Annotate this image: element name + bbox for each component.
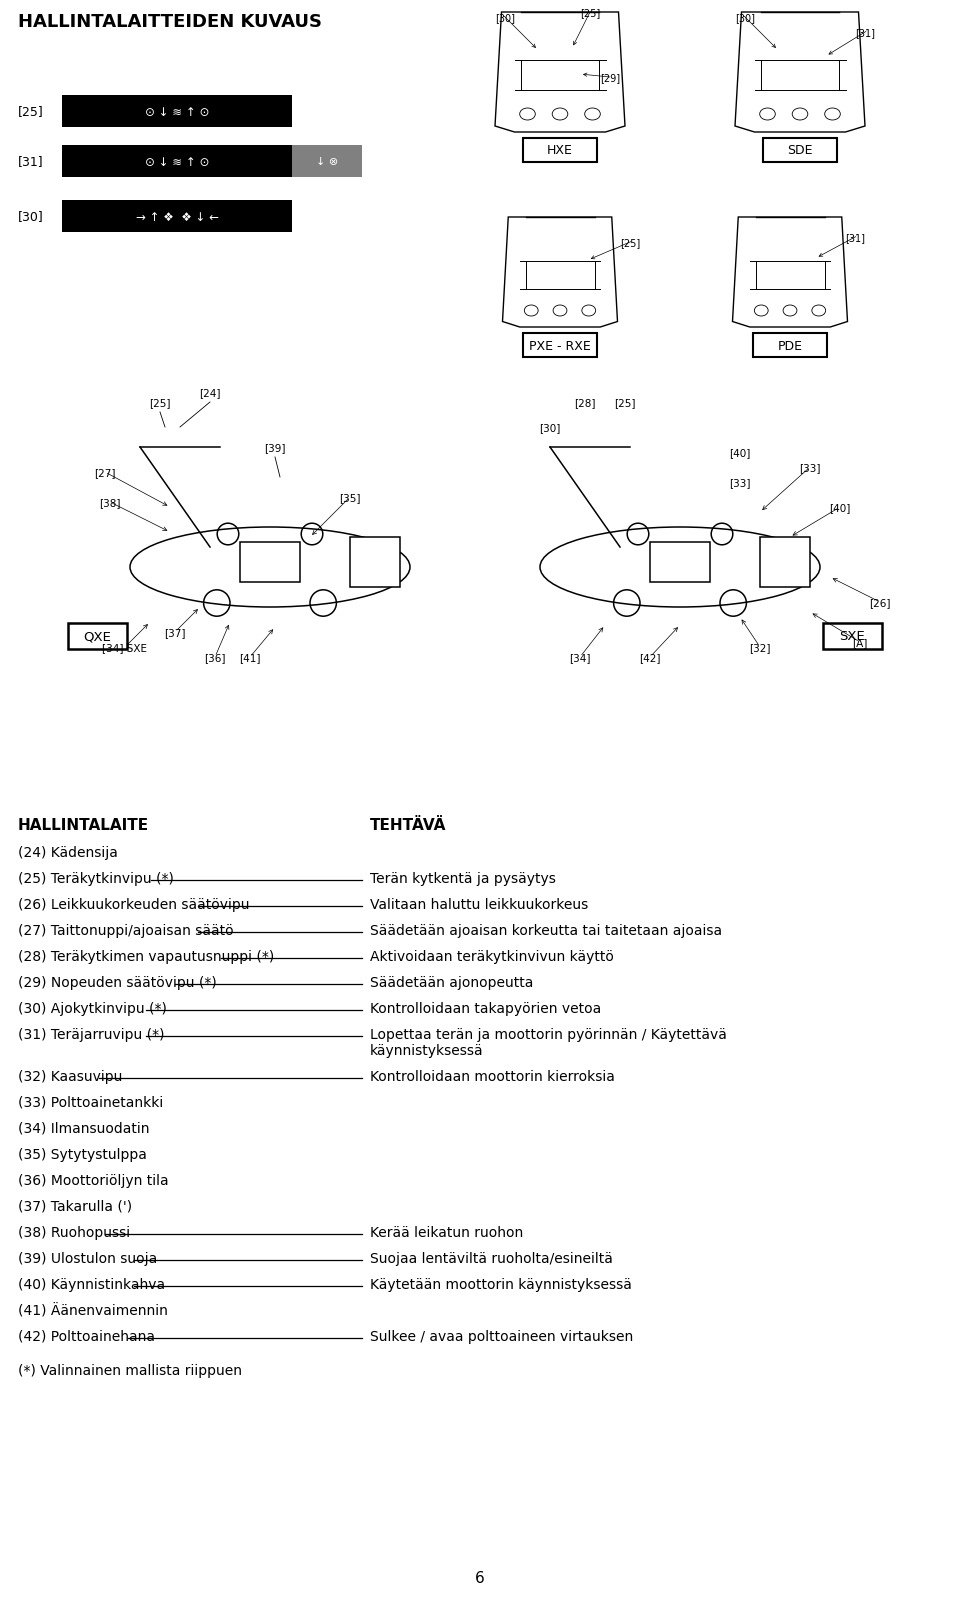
Text: [41]: [41] xyxy=(239,652,261,662)
Text: PDE: PDE xyxy=(778,339,803,352)
Text: (39) Ulostulon suoja: (39) Ulostulon suoja xyxy=(18,1252,157,1265)
Text: ⊙ ↓ ≋ ↑ ⊙: ⊙ ↓ ≋ ↑ ⊙ xyxy=(145,156,209,169)
Text: [34]: [34] xyxy=(569,652,590,662)
Text: [30]: [30] xyxy=(735,13,755,22)
FancyBboxPatch shape xyxy=(763,138,837,162)
Text: [40]: [40] xyxy=(730,448,751,458)
Text: Käytetään moottorin käynnistyksessä: Käytetään moottorin käynnistyksessä xyxy=(370,1278,632,1290)
Text: [25]: [25] xyxy=(580,8,600,18)
Text: [37]: [37] xyxy=(164,628,185,638)
Text: (32) Kaasuvipu: (32) Kaasuvipu xyxy=(18,1069,122,1083)
Bar xyxy=(62,146,292,178)
Text: (35) Sytytystulppa: (35) Sytytystulppa xyxy=(18,1147,147,1162)
Text: [39]: [39] xyxy=(264,442,286,453)
Text: [33]: [33] xyxy=(800,463,821,472)
Text: [31]: [31] xyxy=(18,156,43,169)
Text: Säädetään ajoaisan korkeutta tai taitetaan ajoaisa: Säädetään ajoaisan korkeutta tai taiteta… xyxy=(370,924,722,937)
Text: QXE: QXE xyxy=(84,630,111,643)
Bar xyxy=(240,543,300,583)
FancyBboxPatch shape xyxy=(523,138,597,162)
Text: (28) Teräkytkimen vapautusnuppi (*): (28) Teräkytkimen vapautusnuppi (*) xyxy=(18,950,275,964)
Text: Aktivoidaan teräkytkinvivun käyttö: Aktivoidaan teräkytkinvivun käyttö xyxy=(370,950,613,964)
Text: [32]: [32] xyxy=(749,643,771,652)
Text: Kontrolloidaan takapyörien vetoa: Kontrolloidaan takapyörien vetoa xyxy=(370,1001,601,1016)
Text: (37) Takarulla ('): (37) Takarulla (') xyxy=(18,1199,132,1213)
Text: [25]: [25] xyxy=(149,399,171,408)
Text: [31]: [31] xyxy=(855,27,875,39)
Text: Säädetään ajonopeutta: Säädetään ajonopeutta xyxy=(370,975,534,990)
Text: (25) Teräkytkinvipu (*): (25) Teräkytkinvipu (*) xyxy=(18,871,174,885)
Text: [25]: [25] xyxy=(18,106,44,119)
Text: [30]: [30] xyxy=(540,423,561,432)
Text: SXE: SXE xyxy=(840,630,865,643)
FancyBboxPatch shape xyxy=(823,624,882,649)
Text: [36]: [36] xyxy=(204,652,226,662)
Text: [25]: [25] xyxy=(614,399,636,408)
Text: [A]: [A] xyxy=(852,638,868,648)
Text: (41) Äänenvaimennin: (41) Äänenvaimennin xyxy=(18,1303,168,1318)
Text: Kerää leikatun ruohon: Kerää leikatun ruohon xyxy=(370,1225,523,1239)
Text: Kontrolloidaan moottorin kierroksia: Kontrolloidaan moottorin kierroksia xyxy=(370,1069,614,1083)
Text: [33]: [33] xyxy=(730,477,751,487)
Bar xyxy=(650,543,710,583)
Text: [34] SXE: [34] SXE xyxy=(103,643,148,652)
Text: HXE: HXE xyxy=(547,145,573,157)
Text: (31) Teräjarruvipu (*): (31) Teräjarruvipu (*) xyxy=(18,1027,164,1041)
Text: Terän kytkentä ja pysäytys: Terän kytkentä ja pysäytys xyxy=(370,871,556,885)
Text: [30]: [30] xyxy=(495,13,515,22)
Bar xyxy=(760,538,810,588)
Text: HALLINTALAITTEIDEN KUVAUS: HALLINTALAITTEIDEN KUVAUS xyxy=(18,13,322,31)
Text: [26]: [26] xyxy=(869,598,891,607)
Text: Valitaan haluttu leikkuukorkeus: Valitaan haluttu leikkuukorkeus xyxy=(370,897,588,911)
Bar xyxy=(292,146,362,178)
Text: (30) Ajokytkinvipu (*): (30) Ajokytkinvipu (*) xyxy=(18,1001,167,1016)
Text: [35]: [35] xyxy=(339,493,361,503)
FancyBboxPatch shape xyxy=(753,334,827,358)
Text: [31]: [31] xyxy=(845,233,865,243)
Text: ↓ ⊗: ↓ ⊗ xyxy=(316,157,338,167)
Text: (29) Nopeuden säätövipu (*): (29) Nopeuden säätövipu (*) xyxy=(18,975,217,990)
Text: SDE: SDE xyxy=(787,145,813,157)
Text: (27) Taittonuppi/ajoaisan säätö: (27) Taittonuppi/ajoaisan säätö xyxy=(18,924,233,937)
Text: (26) Leikkuukorkeuden säätövipu: (26) Leikkuukorkeuden säätövipu xyxy=(18,897,250,911)
Text: (34) Ilmansuodatin: (34) Ilmansuodatin xyxy=(18,1122,150,1135)
Text: TEHTÄVÄ: TEHTÄVÄ xyxy=(370,818,446,832)
Text: (42) Polttoainehana: (42) Polttoainehana xyxy=(18,1329,155,1343)
Text: [25]: [25] xyxy=(620,238,640,247)
Text: [24]: [24] xyxy=(200,387,221,399)
Text: käynnistyksessä: käynnistyksessä xyxy=(370,1043,484,1057)
Text: Sulkee / avaa polttoaineen virtauksen: Sulkee / avaa polttoaineen virtauksen xyxy=(370,1329,634,1343)
Text: → ↑ ❖  ❖ ↓ ←: → ↑ ❖ ❖ ↓ ← xyxy=(135,211,219,223)
Text: (24) Kädensija: (24) Kädensija xyxy=(18,845,118,860)
Text: (36) Moottoriöljyn tila: (36) Moottoriöljyn tila xyxy=(18,1173,169,1188)
Text: [29]: [29] xyxy=(600,72,620,84)
Text: (38) Ruohopussi: (38) Ruohopussi xyxy=(18,1225,131,1239)
Text: 6: 6 xyxy=(475,1570,485,1585)
Text: HALLINTALAITE: HALLINTALAITE xyxy=(18,818,149,832)
Text: ⊙ ↓ ≋ ↑ ⊙: ⊙ ↓ ≋ ↑ ⊙ xyxy=(145,106,209,119)
Text: [28]: [28] xyxy=(574,399,596,408)
Text: (*) Valinnainen mallista riippuen: (*) Valinnainen mallista riippuen xyxy=(18,1363,242,1377)
Text: Suojaa lentäviltä ruoholta/esineiltä: Suojaa lentäviltä ruoholta/esineiltä xyxy=(370,1252,612,1265)
Bar xyxy=(62,96,292,129)
Bar xyxy=(350,538,400,588)
Text: [42]: [42] xyxy=(639,652,660,662)
Text: Lopettaa terän ja moottorin pyörinnän / Käytettävä: Lopettaa terän ja moottorin pyörinnän / … xyxy=(370,1027,727,1041)
Text: PXE - RXE: PXE - RXE xyxy=(529,339,590,352)
Text: [38]: [38] xyxy=(99,498,121,508)
Text: (33) Polttoainetankki: (33) Polttoainetankki xyxy=(18,1096,163,1109)
Text: [40]: [40] xyxy=(829,503,851,513)
FancyBboxPatch shape xyxy=(68,624,127,649)
FancyBboxPatch shape xyxy=(523,334,597,358)
Text: [30]: [30] xyxy=(18,211,44,223)
Bar xyxy=(62,201,292,233)
Text: [27]: [27] xyxy=(94,468,116,477)
Text: (40) Käynnistinkahva: (40) Käynnistinkahva xyxy=(18,1278,165,1290)
